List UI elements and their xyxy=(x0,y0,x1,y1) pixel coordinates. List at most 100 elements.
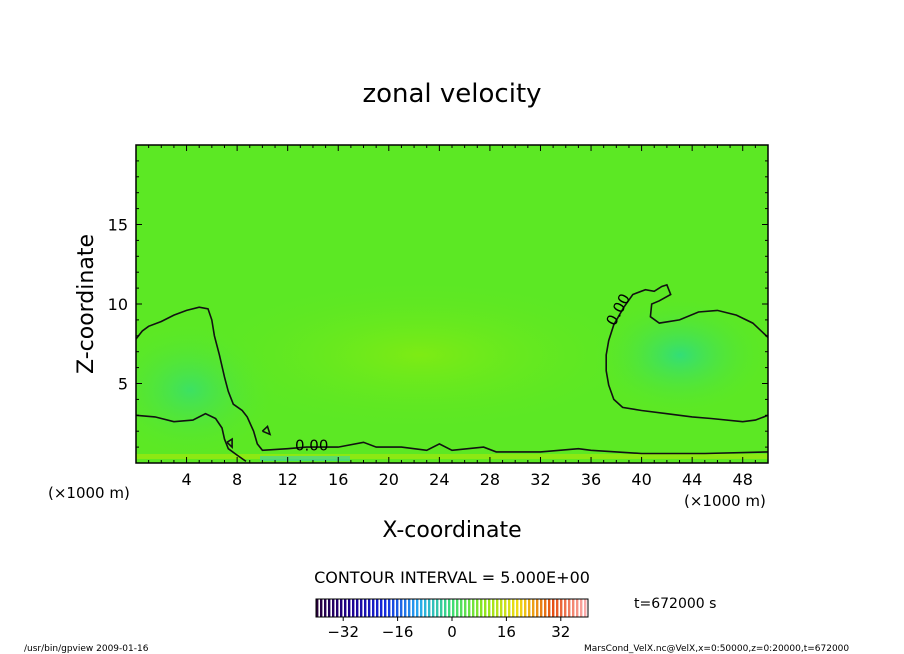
colorbar-cell xyxy=(584,599,587,617)
footer-left: /usr/bin/gpview 2009-01-16 xyxy=(24,644,149,654)
x-tick-label: 12 xyxy=(278,470,298,489)
colorbar-cell xyxy=(556,599,559,617)
colorbar-cell xyxy=(476,599,479,617)
colorbar-cell xyxy=(552,599,555,617)
x-tick-label: 16 xyxy=(328,470,348,489)
colorbar-cell xyxy=(444,599,447,617)
colorbar-cell xyxy=(464,599,467,617)
colorbar-cell xyxy=(376,599,379,617)
x-unit-note-left: (×1000 m) xyxy=(48,484,130,502)
colorbar-ticks: −32 −16 0 16 32 xyxy=(327,617,570,641)
colorbar-cell xyxy=(428,599,431,617)
zero-contour-line xyxy=(136,412,247,463)
colorbar-cell xyxy=(500,599,503,617)
colorbar-cell xyxy=(368,599,371,617)
colorbar-cell xyxy=(420,599,423,617)
colorbar-cell xyxy=(436,599,439,617)
contour-lines xyxy=(136,283,768,463)
colorbar-cell xyxy=(336,599,339,617)
colorbar-cell xyxy=(404,599,407,617)
colorbar-cell xyxy=(384,599,387,617)
y-tick-label: 5 xyxy=(118,375,128,394)
colorbar-tick-label: −32 xyxy=(327,623,359,641)
colorbar-cell xyxy=(488,599,491,617)
x-axis-label: X-coordinate xyxy=(382,518,521,543)
x-unit-note-right: (×1000 m) xyxy=(684,492,766,510)
x-tick-label: 20 xyxy=(379,470,399,489)
x-axis-ticks: 4 8 12 16 20 24 28 32 36 40 44 48 xyxy=(148,145,756,489)
colorbar-cell xyxy=(416,599,419,617)
y-tick-label: 15 xyxy=(108,216,128,235)
colorbar-cell xyxy=(472,599,475,617)
contour-label: 0.00 xyxy=(295,436,328,454)
colorbar-cell xyxy=(480,599,483,617)
colorbar-cell xyxy=(520,599,523,617)
colorbar-cell xyxy=(408,599,411,617)
colorbar-cell xyxy=(568,599,571,617)
time-label: t=672000 s xyxy=(634,596,716,612)
colorbar-cell xyxy=(328,599,331,617)
colorbar-cell xyxy=(344,599,347,617)
colorbar-cell xyxy=(348,599,351,617)
zero-contour-line xyxy=(261,424,272,436)
colorbar-cell xyxy=(432,599,435,617)
x-tick-label: 36 xyxy=(581,470,601,489)
colorbar-cell xyxy=(560,599,563,617)
contour-interval: CONTOUR INTERVAL = 5.000E+00 xyxy=(314,568,590,587)
colorbar-cell xyxy=(452,599,455,617)
zero-contour-line xyxy=(226,437,233,449)
colorbar-cell xyxy=(564,599,567,617)
colorbar-tick-label: 16 xyxy=(497,623,516,641)
colorbar-cell xyxy=(456,599,459,617)
colorbar-cell xyxy=(548,599,551,617)
colorbar-cell xyxy=(532,599,535,617)
colorbar-cell xyxy=(544,599,547,617)
colorbar-cell xyxy=(468,599,471,617)
colorbar-cell xyxy=(372,599,375,617)
colorbar-cell xyxy=(576,599,579,617)
colorbar-cell xyxy=(460,599,463,617)
colorbar-cell xyxy=(388,599,391,617)
colorbar-cell xyxy=(316,599,319,617)
chart-title: zonal velocity xyxy=(362,79,541,109)
colorbar xyxy=(316,599,587,617)
field-blob-mid xyxy=(190,275,650,435)
colorbar-cell xyxy=(396,599,399,617)
x-tick-label: 32 xyxy=(530,470,550,489)
x-tick-label: 24 xyxy=(429,470,449,489)
colorbar-cell xyxy=(524,599,527,617)
colorbar-cell xyxy=(340,599,343,617)
colorbar-tick-label: 32 xyxy=(551,623,570,641)
colorbar-cell xyxy=(536,599,539,617)
colorbar-cell xyxy=(380,599,383,617)
colorbar-cell xyxy=(580,599,583,617)
field-near-surface-strip xyxy=(260,456,350,461)
x-tick-label: 40 xyxy=(631,470,651,489)
colorbar-cell xyxy=(448,599,451,617)
colorbar-cell xyxy=(440,599,443,617)
colorbar-cell xyxy=(512,599,515,617)
x-tick-label: 48 xyxy=(733,470,753,489)
y-tick-label: 10 xyxy=(108,295,128,314)
colorbar-tick-label: −16 xyxy=(382,623,414,641)
colorbar-tick-label: 0 xyxy=(447,623,457,641)
colorbar-cell xyxy=(412,599,415,617)
colorbar-cell xyxy=(400,599,403,617)
colorbar-cell xyxy=(364,599,367,617)
colorbar-cell xyxy=(572,599,575,617)
zero-contour-line xyxy=(605,283,768,423)
colorbar-cell xyxy=(352,599,355,617)
colorbar-cell xyxy=(492,599,495,617)
colorbar-cell xyxy=(508,599,511,617)
velocity-field xyxy=(136,145,768,463)
x-tick-label: 44 xyxy=(682,470,702,489)
field-blob-right xyxy=(590,295,768,415)
colorbar-cell xyxy=(392,599,395,617)
colorbar-cell xyxy=(320,599,323,617)
colorbar-cell xyxy=(484,599,487,617)
field-bottom-band xyxy=(136,454,768,459)
colorbar-cell xyxy=(356,599,359,617)
colorbar-cell xyxy=(332,599,335,617)
colorbar-cell xyxy=(496,599,499,617)
